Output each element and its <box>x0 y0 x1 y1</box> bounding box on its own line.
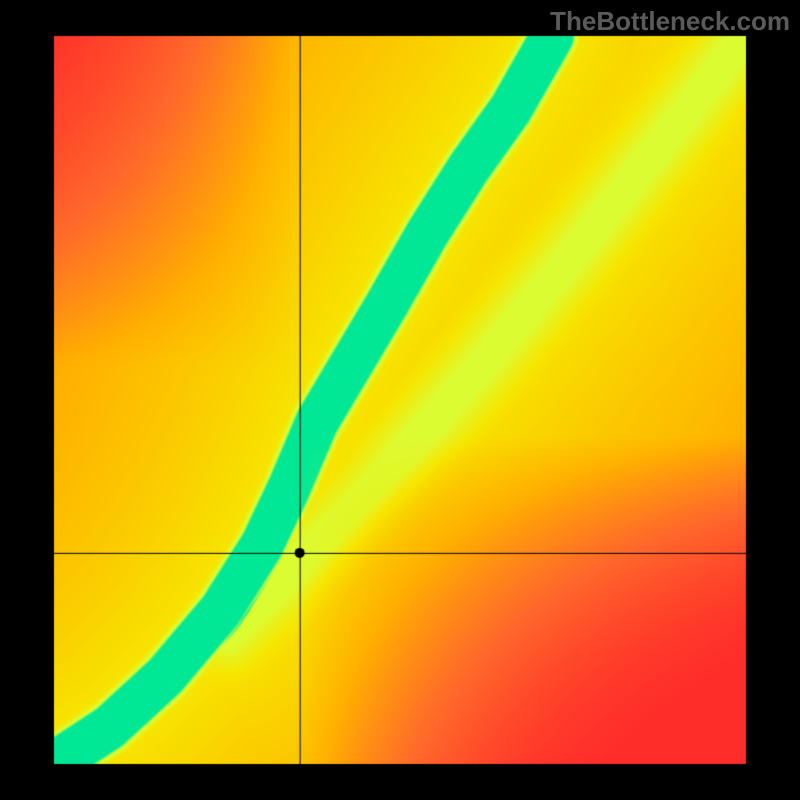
watermark: TheBottleneck.com <box>550 6 790 37</box>
figure-root: TheBottleneck.com <box>0 0 800 800</box>
heatmap-canvas <box>0 0 800 800</box>
